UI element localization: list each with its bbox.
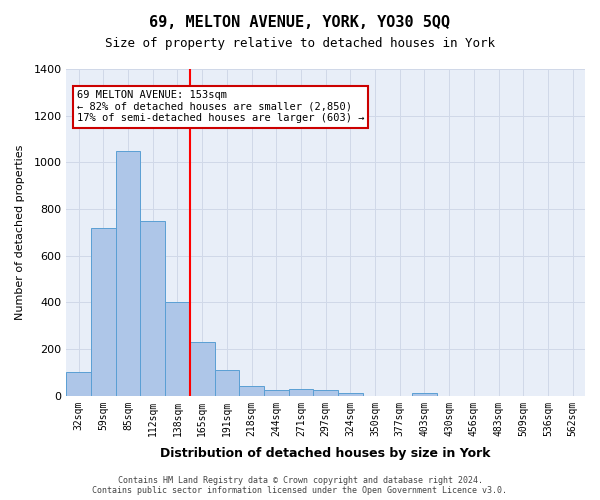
Bar [264,390,289,396]
Text: 69, MELTON AVENUE, YORK, YO30 5QQ: 69, MELTON AVENUE, YORK, YO30 5QQ [149,15,451,30]
Bar [215,370,239,396]
X-axis label: Distribution of detached houses by size in York: Distribution of detached houses by size … [160,447,491,460]
Text: Size of property relative to detached houses in York: Size of property relative to detached ho… [105,38,495,51]
Bar [140,220,165,396]
Bar [289,389,313,396]
Bar [67,372,91,396]
Bar [313,390,338,396]
Y-axis label: Number of detached properties: Number of detached properties [15,144,25,320]
Text: Contains HM Land Registry data © Crown copyright and database right 2024.
Contai: Contains HM Land Registry data © Crown c… [92,476,508,495]
Bar [116,150,140,396]
Text: 69 MELTON AVENUE: 153sqm
← 82% of detached houses are smaller (2,850)
17% of sem: 69 MELTON AVENUE: 153sqm ← 82% of detach… [77,90,364,124]
Bar [165,302,190,396]
Bar [190,342,215,396]
Bar [239,386,264,396]
Bar [91,228,116,396]
Bar [338,394,363,396]
Bar [412,394,437,396]
